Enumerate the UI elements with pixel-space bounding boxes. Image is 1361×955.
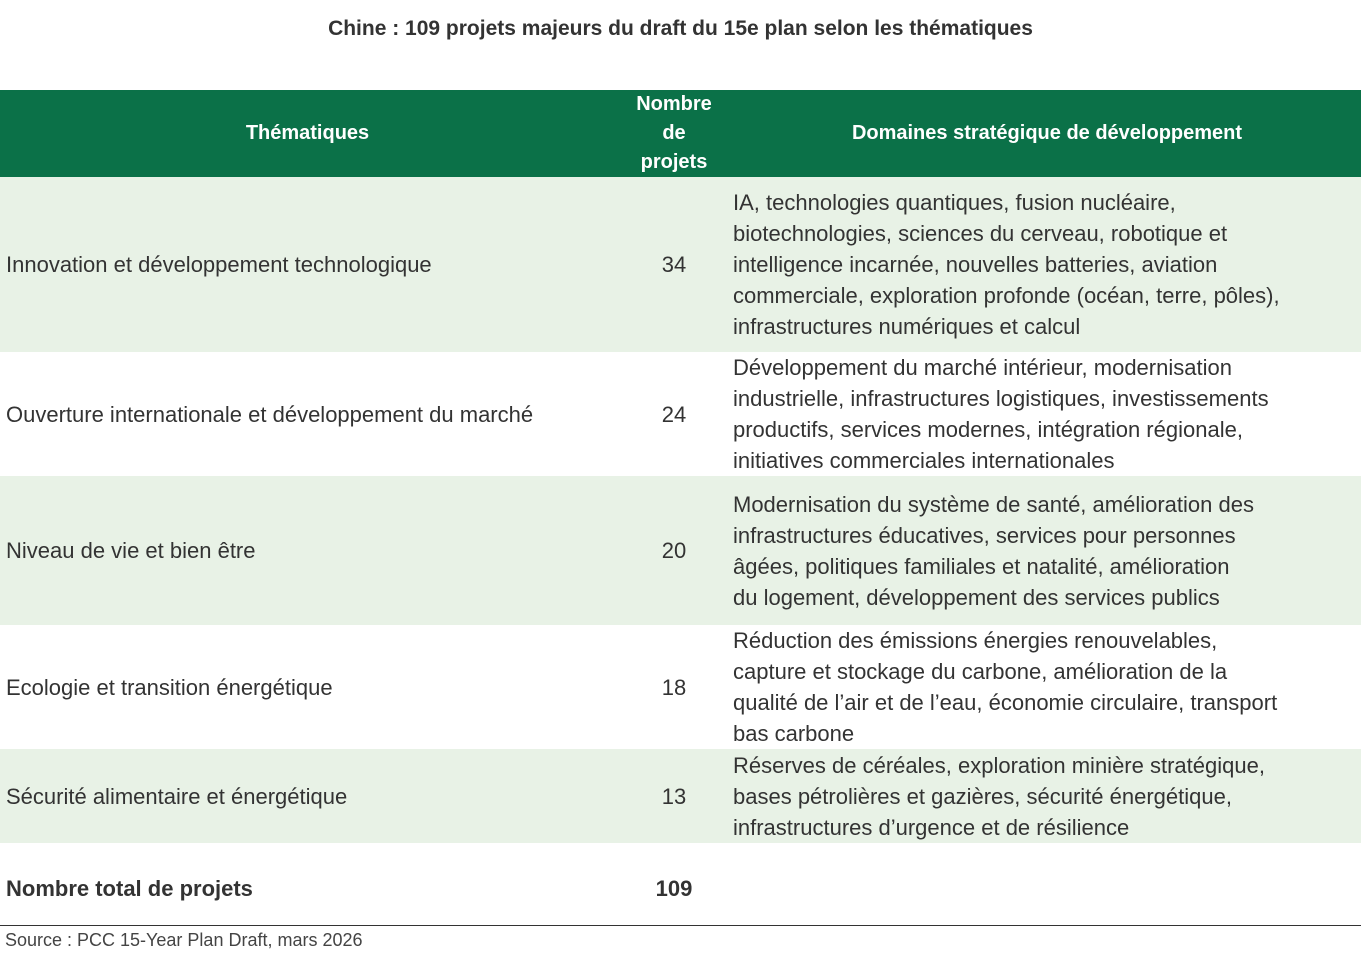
table-row: Ouverture internationale et développemen…	[0, 352, 1361, 476]
domains-line: productifs, services modernes, intégrati…	[733, 417, 1243, 442]
count-cell: 18	[661, 674, 687, 700]
domains-line: capture et stockage du carbone, améliora…	[733, 659, 1228, 684]
domains-cell: Réduction des émissions énergies renouve…	[733, 625, 1361, 749]
domains-line: initiatives commerciales internationales	[733, 448, 1115, 473]
total-row: Nombre total de projets 109	[0, 843, 1361, 933]
domains-line: âgées, politiques familiales et natalité…	[733, 553, 1230, 579]
total-value: 109	[655, 875, 693, 901]
count-cell: 24	[661, 401, 687, 427]
table-row: Sécurité alimentaire et énergétique 13 Rés…	[0, 749, 1361, 843]
table-row: Ecologie et transition énergétique 18 Rédu…	[0, 625, 1361, 749]
column-header: Nombre de projets	[615, 90, 733, 177]
column-header: Domaines stratégique de développement	[733, 90, 1361, 177]
theme-cell: Ouverture internationale et développemen…	[6, 401, 534, 427]
domains-line: industrielle, infrastructures logistique…	[733, 386, 1269, 411]
domains-line: du logement, développement des services …	[733, 584, 1220, 610]
count-cell: 20	[615, 476, 733, 625]
domains-cell: Réserves de céréales, exploration minièr…	[733, 749, 1361, 843]
table-row: Niveau de vie et bien être 20 Modernisatio…	[0, 476, 1361, 625]
source: Source : PCC 15-Year Plan Draft, mars 20…	[5, 930, 363, 950]
empty-cell	[733, 843, 1361, 933]
domains-line: Développement du marché intérieur, moder…	[733, 355, 1232, 380]
theme-cell: Ecologie et transition énergétique	[6, 674, 333, 700]
domains-line: Réserves de céréales, exploration minièr…	[733, 752, 1265, 778]
count-cell: 13	[615, 749, 733, 843]
domains-cell: Modernisation du système de santé, améli…	[733, 476, 1361, 625]
domains-line: Modernisation du système de santé, améli…	[733, 491, 1254, 517]
domains-line: Réduction des émissions énergies renouve…	[733, 628, 1218, 653]
domains-line: qualité de l’air et de l’eau, économie c…	[733, 690, 1278, 715]
title: Chine : 109 projets majeurs du draft du …	[328, 17, 1033, 40]
domains-line: infrastructures numériques et calcul	[733, 314, 1081, 339]
theme-cell: Niveau de vie et bien être	[0, 476, 615, 625]
domains-line: biotechnologies, sciences du cerveau, ro…	[733, 221, 1228, 246]
count-cell: 34	[615, 177, 733, 352]
domains-line: infrastructures d’urgence et de résilien…	[733, 814, 1130, 840]
domains-cell: IA, technologies quantiques, fusion nucl…	[733, 177, 1361, 352]
theme-cell: Sécurité alimentaire et énergétique	[0, 749, 615, 843]
domains-line: infrastructures éducatives, services pou…	[733, 522, 1236, 548]
domains-line: intelligence incarnée, nouvelles batteri…	[733, 252, 1218, 277]
theme-cell: Innovation et développement technologiqu…	[0, 177, 615, 352]
rule	[0, 925, 1361, 926]
total-label: Nombre total de projets	[6, 875, 253, 901]
domains-line: bases pétrolières et gazières, sécurité …	[733, 783, 1232, 809]
domains-line: IA, technologies quantiques, fusion nucl…	[733, 190, 1176, 215]
column-header: Thématiques	[0, 90, 615, 177]
domains-line: bas carbone	[733, 721, 855, 746]
domains-cell: Développement du marché intérieur, moder…	[733, 352, 1361, 476]
domains-line: commerciale, exploration profonde (océan…	[733, 283, 1280, 308]
table-row: Innovation et développement technologiqu…	[0, 177, 1361, 352]
header-row: Thématiques Nombre de projets Domaines s…	[0, 90, 1361, 177]
projects-table: Thématiques Nombre de projets Domaines s…	[0, 90, 1361, 933]
